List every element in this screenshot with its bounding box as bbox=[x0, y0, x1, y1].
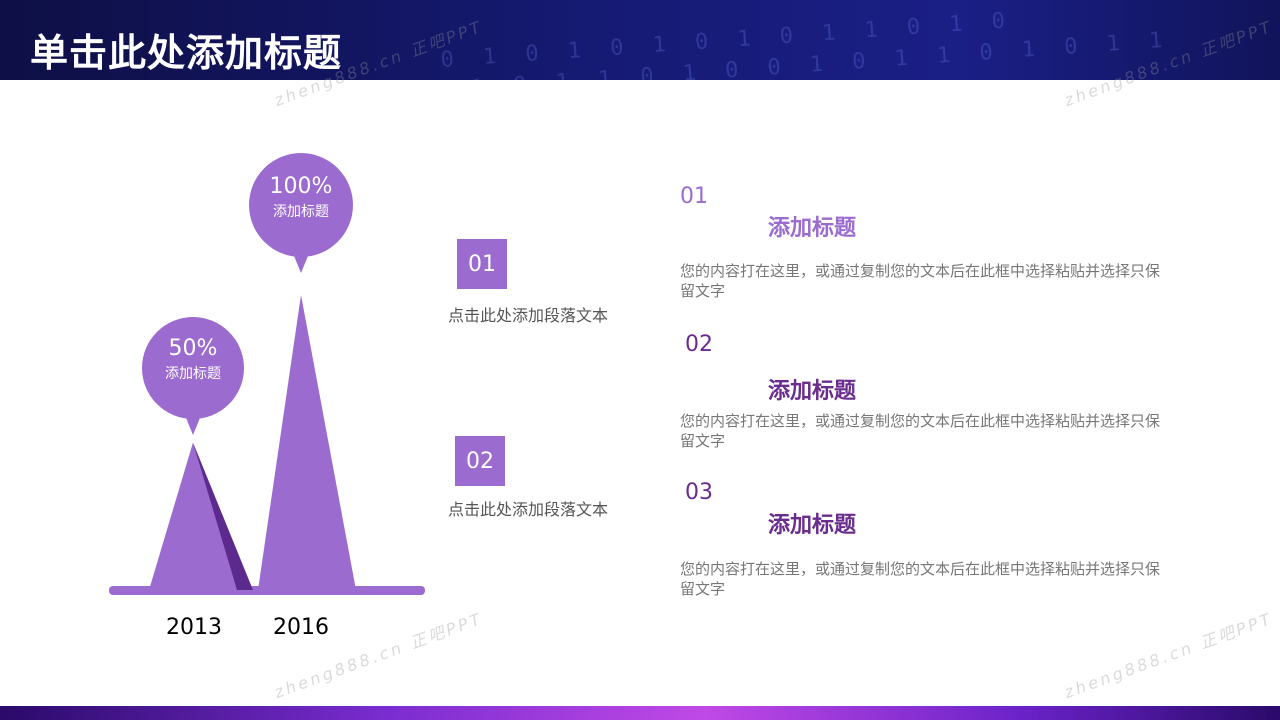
peak-bar-2013 bbox=[149, 442, 237, 590]
item-number-02: 02 bbox=[685, 332, 713, 357]
item-number-01: 01 bbox=[680, 184, 708, 209]
callout-pointer bbox=[292, 251, 310, 273]
watermark: zheng888.cn 正吧PPT bbox=[1061, 608, 1276, 703]
callout-2016: 100% 添加标题 bbox=[251, 174, 351, 221]
callout-pointer bbox=[184, 413, 202, 435]
number-box-01: 01 bbox=[457, 239, 507, 289]
peak-shadow bbox=[193, 442, 253, 590]
footer-band bbox=[0, 706, 1280, 720]
paragraph-text[interactable]: 点击此处添加段落文本 bbox=[448, 306, 609, 325]
callout-value: 100% bbox=[269, 174, 333, 199]
callout-label: 添加标题 bbox=[273, 204, 329, 220]
callout-label: 添加标题 bbox=[165, 366, 221, 382]
x-tick-label: 2013 bbox=[166, 615, 222, 640]
header-banner: 0 1 0 1 0 1 0 1 0 1 1 0 1 0 1 0 1 1 0 1 … bbox=[0, 0, 1280, 80]
item-body[interactable]: 您的内容打在这里，或通过复制您的文本后在此框中选择粘贴并选择只保留文字 bbox=[680, 560, 1161, 598]
x-tick-label: 2016 bbox=[273, 615, 329, 640]
item-number-03: 03 bbox=[685, 480, 713, 505]
item-body[interactable]: 您的内容打在这里，或通过复制您的文本后在此框中选择粘贴并选择只保留文字 bbox=[680, 262, 1161, 300]
item-title[interactable]: 添加标题 bbox=[768, 216, 857, 241]
number-box-02: 02 bbox=[455, 436, 505, 486]
callout-2013: 50% 添加标题 bbox=[143, 336, 243, 383]
slide-title[interactable]: 单击此处添加标题 bbox=[30, 31, 343, 75]
paragraph-text[interactable]: 点击此处添加段落文本 bbox=[448, 500, 609, 519]
item-body[interactable]: 您的内容打在这里，或通过复制您的文本后在此框中选择粘贴并选择只保留文字 bbox=[680, 412, 1161, 450]
chart-baseline bbox=[109, 586, 425, 595]
peak-bar-2016 bbox=[258, 295, 356, 590]
item-title[interactable]: 添加标题 bbox=[768, 513, 857, 538]
callout-value: 50% bbox=[168, 336, 218, 361]
item-title[interactable]: 添加标题 bbox=[768, 379, 857, 404]
